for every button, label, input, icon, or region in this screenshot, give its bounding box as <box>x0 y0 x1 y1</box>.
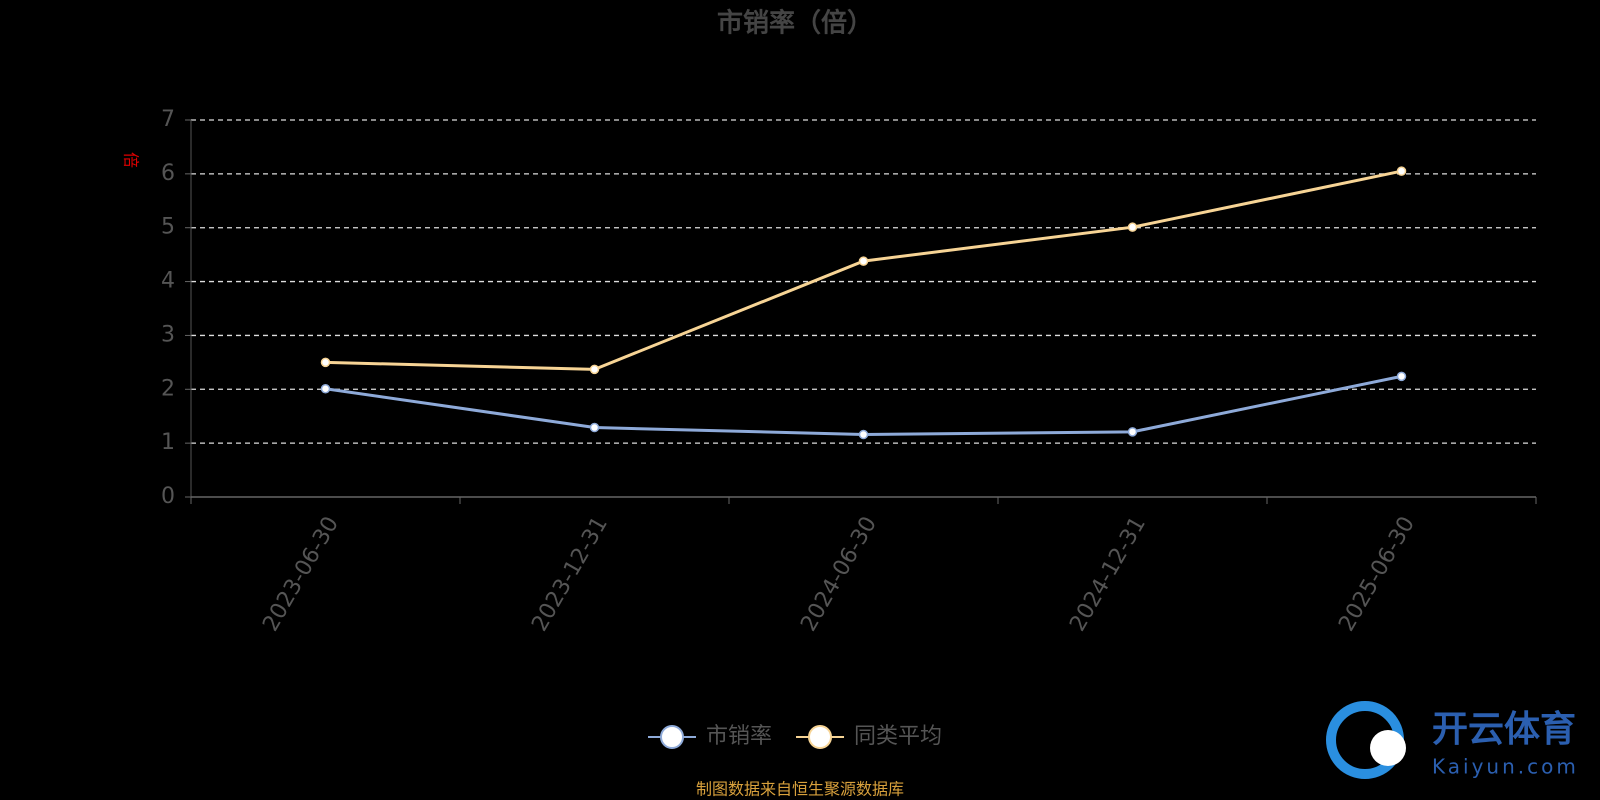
x-tick-label: 2024-06-30 <box>796 513 882 636</box>
series-line <box>325 374 1402 437</box>
data-point <box>320 357 331 368</box>
x-tick-label: 2024-12-31 <box>1065 513 1151 636</box>
x-tick-label: 2023-06-30 <box>258 513 344 636</box>
legend-label: 同类平均 <box>854 724 942 749</box>
series-line <box>325 169 1402 371</box>
watermark-name: 开云体育 <box>1432 709 1576 750</box>
data-point <box>1127 427 1138 437</box>
y-tick-label: 5 <box>161 215 175 240</box>
x-tick-label: 2023-12-31 <box>527 513 613 636</box>
y-tick-label: 0 <box>161 484 175 509</box>
source-note: 制图数据来自恒生聚源数据库 <box>696 780 904 799</box>
data-point <box>1396 166 1407 176</box>
y-tick-label: 3 <box>161 322 175 347</box>
data-point <box>1127 222 1138 232</box>
data-point <box>858 429 869 440</box>
watermark: 开云体育 Kaiyun.com <box>1326 701 1579 779</box>
y-tick-label: 7 <box>161 107 175 132</box>
data-point <box>320 383 331 394</box>
data-point <box>589 422 600 433</box>
watermark-url: Kaiyun.com <box>1432 755 1579 779</box>
legend-label: 市销率 <box>706 724 772 749</box>
legend-marker <box>808 725 833 749</box>
y-axis-label: 倍 <box>122 152 141 168</box>
y-tick-label: 1 <box>161 430 175 455</box>
data-point <box>858 256 869 266</box>
y-tick-label: 6 <box>161 161 175 186</box>
legend-marker <box>660 725 684 749</box>
y-tick-label: 2 <box>161 376 175 401</box>
chart-title: 市销率（倍） <box>717 8 873 39</box>
data-point <box>589 364 600 375</box>
y-tick-label: 4 <box>161 269 175 294</box>
logo-ball <box>1370 730 1406 766</box>
x-tick-label: 2025-06-30 <box>1334 513 1420 636</box>
data-point <box>1396 371 1407 382</box>
